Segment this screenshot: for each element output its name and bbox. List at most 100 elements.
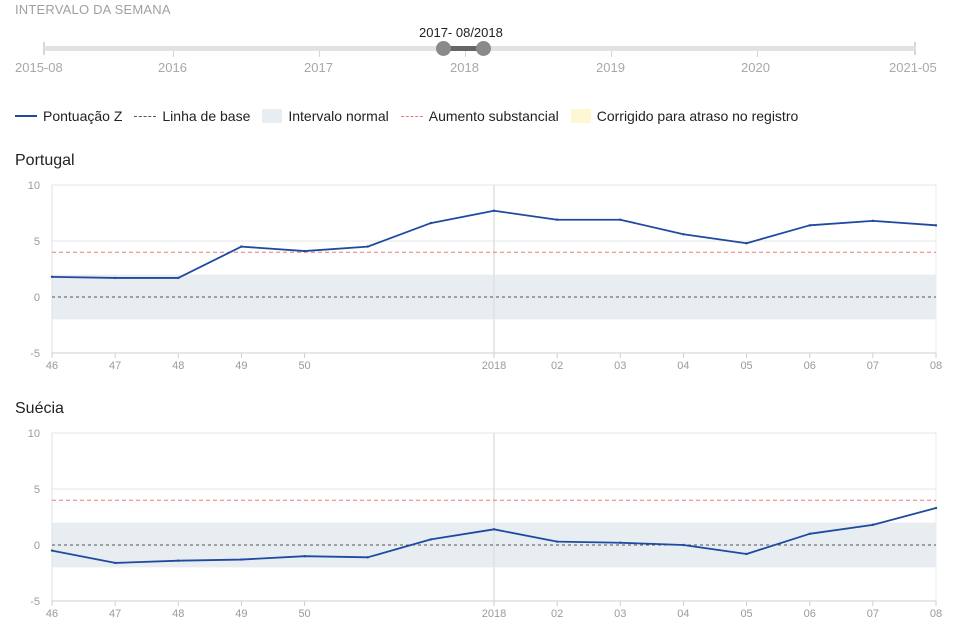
zscore-point <box>871 523 875 527</box>
x-tick-label: 46 <box>46 360 58 372</box>
x-tick-label: 02 <box>551 360 563 372</box>
x-tick-label: 06 <box>804 360 816 372</box>
zscore-point <box>429 538 433 541</box>
zscore-point <box>177 276 180 280</box>
x-tick-label: 04 <box>677 360 689 372</box>
x-tick-label: 05 <box>740 608 752 620</box>
legend-item-substantial[interactable]: Aumento substancial <box>400 108 559 124</box>
x-tick-label: 08 <box>930 608 942 620</box>
substantial-dash-swatch <box>400 115 423 117</box>
y-tick-label: 5 <box>34 484 40 496</box>
slider-year-label: 2017 <box>304 60 333 75</box>
y-tick-label: 10 <box>28 428 40 440</box>
y-tick-label: -5 <box>30 596 40 608</box>
week-interval-slider[interactable]: 2017- 08/2018 2015-08 2016 2017 2018 201… <box>0 20 957 82</box>
slider-year-label: 2018 <box>450 60 479 75</box>
zscore-point <box>619 541 622 544</box>
x-tick-label: 50 <box>298 360 310 372</box>
slider-tick <box>611 51 612 57</box>
zscore-point <box>934 224 938 227</box>
zscore-point <box>934 506 938 510</box>
x-tick-label: 06 <box>804 608 816 620</box>
legend-label: Intervalo normal <box>288 108 389 124</box>
zscore-point <box>303 555 306 558</box>
chart-title-portugal: Portugal <box>15 152 75 169</box>
slider-tick <box>757 51 758 57</box>
slider-end-label: 2021-05 <box>889 60 937 75</box>
x-tick-label: 04 <box>677 608 689 620</box>
slider-year-label: 2020 <box>741 60 770 75</box>
corrected-swatch <box>570 109 591 123</box>
x-tick-label: 49 <box>235 608 247 620</box>
zscore-point <box>240 558 243 561</box>
slider-year-label: 2019 <box>596 60 625 75</box>
x-tick-label: 48 <box>172 608 184 620</box>
zscore-point <box>619 218 622 221</box>
y-tick-label: 5 <box>34 236 40 248</box>
zscore-line-swatch <box>15 115 37 117</box>
x-tick-label: 2018 <box>482 360 506 372</box>
zscore-point <box>366 245 369 248</box>
x-tick-label: 49 <box>235 360 247 372</box>
y-tick-label: 10 <box>28 180 40 192</box>
y-tick-label: 0 <box>34 540 40 552</box>
legend-item-corrected[interactable]: Corrigido para atraso no registro <box>570 108 798 124</box>
slider-tick <box>465 51 466 57</box>
x-tick-label: 07 <box>867 360 879 372</box>
legend-item-baseline[interactable]: Linha de base <box>134 108 250 124</box>
zscore-point <box>745 242 748 245</box>
zscore-point <box>871 219 875 223</box>
slider-end-handle[interactable] <box>476 41 491 56</box>
slider-start-handle[interactable] <box>436 41 451 56</box>
x-tick-label: 46 <box>46 608 58 620</box>
zscore-point <box>492 209 496 212</box>
legend-item-zscore[interactable]: Pontuação Z <box>15 108 122 124</box>
x-tick-label: 05 <box>740 360 752 372</box>
zscore-point <box>50 275 54 279</box>
x-tick-label: 03 <box>614 608 626 620</box>
zscore-point <box>240 245 243 248</box>
legend-label: Aumento substancial <box>428 108 559 124</box>
y-tick-label: -5 <box>30 348 40 360</box>
slider-tick <box>319 51 320 57</box>
chart-title-sweden: Suécia <box>15 400 64 417</box>
zscore-point <box>366 556 369 559</box>
x-tick-label: 02 <box>551 608 563 620</box>
slider-selected-range <box>443 46 483 51</box>
selected-range-label: 2017- 08/2018 <box>419 25 503 40</box>
zscore-point <box>682 543 685 547</box>
y-tick-label: 0 <box>34 292 40 304</box>
zscore-point <box>50 549 54 552</box>
zscore-point <box>745 552 748 556</box>
slider-tick <box>173 51 174 57</box>
zscore-point <box>429 221 433 225</box>
zscore-point <box>492 528 496 531</box>
normal-band-swatch <box>262 109 283 123</box>
x-tick-label: 03 <box>614 360 626 372</box>
baseline-dash-swatch <box>134 115 157 117</box>
x-tick-label: 50 <box>298 608 310 620</box>
zscore-point <box>555 218 559 221</box>
x-tick-label: 08 <box>930 360 942 372</box>
legend-item-normal-range[interactable]: Intervalo normal <box>262 108 389 124</box>
interval-title: INTERVALO DA SEMANA <box>15 2 171 17</box>
zscore-point <box>808 224 811 227</box>
zscore-point <box>113 561 117 565</box>
zscore-point <box>808 532 811 535</box>
x-tick-label: 47 <box>109 608 121 620</box>
legend-label: Pontuação Z <box>43 108 123 124</box>
zscore-point <box>303 249 306 253</box>
x-tick-label: 2018 <box>482 608 506 620</box>
chart-legend: Pontuação Z Linha de base Intervalo norm… <box>15 107 810 125</box>
zscore-point <box>682 233 685 236</box>
zscore-point <box>555 540 559 543</box>
x-tick-label: 47 <box>109 360 121 372</box>
legend-label: Linha de base <box>162 108 251 124</box>
slider-year-label: 2016 <box>158 60 187 75</box>
zscore-point <box>113 276 117 280</box>
x-tick-label: 48 <box>172 360 184 372</box>
slider-start-label: 2015-08 <box>15 60 63 75</box>
x-tick-label: 07 <box>867 608 879 620</box>
